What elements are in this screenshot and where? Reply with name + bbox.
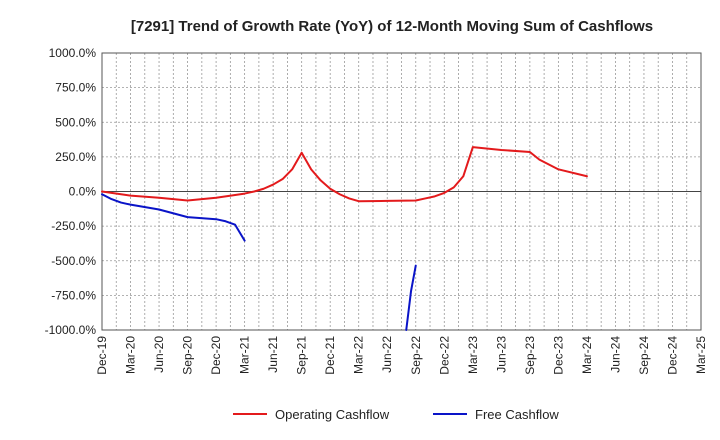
- legend: Operating Cashflow Free Cashflow: [233, 407, 559, 422]
- x-tick-label: Mar-20: [124, 336, 138, 374]
- x-tick-label: Jun-22: [380, 336, 394, 373]
- x-tick-label: Dec-20: [209, 336, 223, 375]
- chart-title: [7291] Trend of Growth Rate (YoY) of 12-…: [131, 18, 653, 35]
- x-tick-label: Mar-23: [466, 336, 480, 374]
- x-tick-label: Jun-23: [494, 336, 508, 373]
- x-tick-label: Dec-22: [437, 336, 451, 375]
- legend-label: Operating Cashflow: [275, 407, 390, 422]
- series-line-free-cashflow: [101, 193, 246, 242]
- x-tick-label: Dec-24: [665, 336, 679, 375]
- x-tick-label: Dec-23: [551, 336, 565, 375]
- series-line-free-cashflow: [405, 264, 417, 331]
- x-tick-label: Mar-25: [694, 336, 708, 374]
- y-tick-label: -250.0%: [51, 219, 96, 233]
- y-tick-label: 0.0%: [69, 185, 97, 199]
- y-tick-label: 750.0%: [55, 81, 96, 95]
- x-tick-label: Sep-23: [523, 336, 537, 375]
- x-axis-tick-labels: Dec-19 Mar-20 Jun-20 Sep-20 Dec-20 Mar-21 Jun-…: [95, 336, 708, 375]
- x-tick-label: Jun-20: [152, 336, 166, 373]
- x-tick-label: Dec-21: [323, 336, 337, 375]
- x-tick-label: Jun-21: [266, 336, 280, 373]
- x-tick-label: Mar-21: [238, 336, 252, 374]
- x-tick-label: Sep-22: [409, 336, 423, 375]
- y-axis-tick-labels: 1000.0% 750.0% 500.0% 250.0% 0.0% -250.0% -500…: [45, 46, 97, 337]
- y-tick-label: 500.0%: [55, 115, 96, 129]
- y-tick-label: -1000.0%: [45, 323, 97, 337]
- y-tick-label: -500.0%: [51, 254, 96, 268]
- x-tick-label: Mar-22: [352, 336, 366, 374]
- y-tick-label: -750.0%: [51, 288, 96, 302]
- x-tick-label: Sep-21: [295, 336, 309, 375]
- x-tick-label: Mar-24: [580, 336, 594, 374]
- x-tick-label: Sep-20: [181, 336, 195, 375]
- x-tick-label: Sep-24: [637, 336, 651, 375]
- series-layer: [101, 146, 588, 331]
- x-tick-label: Dec-19: [95, 336, 109, 375]
- x-tick-label: Jun-24: [608, 336, 622, 373]
- legend-label: Free Cashflow: [475, 407, 559, 422]
- series-line-operating-cashflow: [101, 146, 588, 203]
- y-tick-label: 1000.0%: [49, 46, 97, 60]
- y-tick-label: 250.0%: [55, 150, 96, 164]
